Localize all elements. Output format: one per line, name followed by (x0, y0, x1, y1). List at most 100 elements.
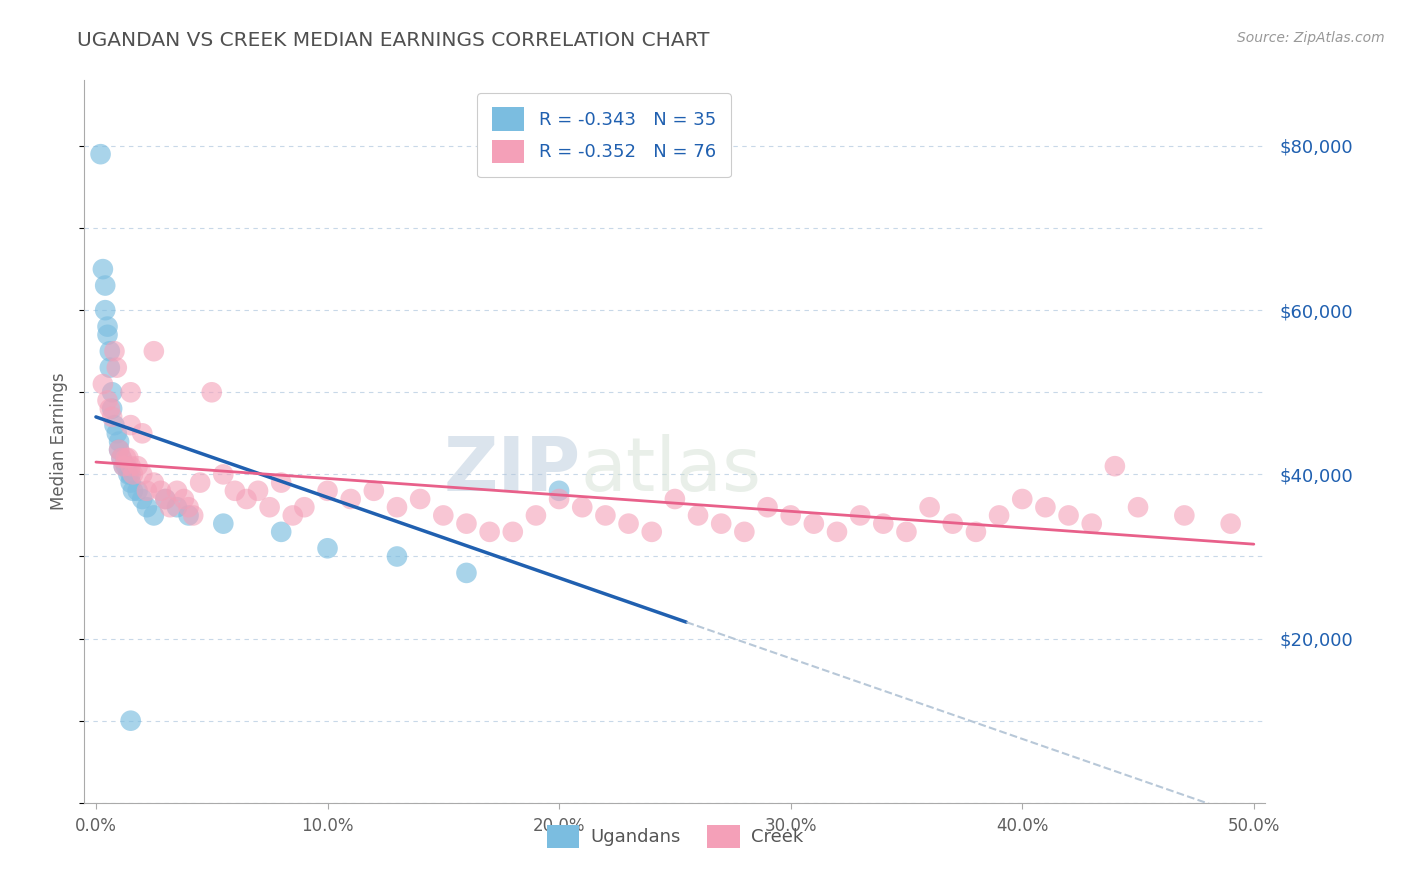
Point (247, 483, 270, 498)
Point (918, 500, 941, 515)
Point (1057, 508, 1080, 523)
Point (131, 426, 153, 441)
Point (103, 344, 125, 359)
Point (595, 508, 617, 523)
Point (571, 500, 593, 515)
Point (432, 508, 454, 523)
Point (316, 483, 339, 498)
Point (115, 450, 138, 465)
Point (105, 360, 128, 375)
Point (686, 508, 709, 523)
Point (281, 508, 304, 523)
Point (212, 467, 235, 482)
Point (181, 508, 204, 523)
Point (155, 491, 177, 506)
Point (135, 500, 157, 515)
Point (1104, 459, 1126, 474)
Point (127, 459, 149, 474)
Point (456, 566, 478, 580)
Text: ZIP: ZIP (443, 434, 581, 507)
Point (108, 434, 131, 449)
Point (385, 549, 408, 564)
Point (122, 467, 145, 482)
Point (849, 508, 872, 523)
Point (91, 377, 114, 392)
Point (872, 516, 894, 531)
Legend: Ugandans, Creek: Ugandans, Creek (540, 818, 810, 855)
Point (177, 500, 200, 515)
Point (177, 508, 200, 523)
Point (779, 508, 801, 523)
Point (96, 327, 118, 342)
Point (259, 500, 281, 515)
Point (112, 459, 135, 474)
Point (502, 524, 524, 539)
Point (110, 450, 132, 465)
Point (108, 442, 131, 457)
Point (942, 516, 965, 531)
Point (270, 524, 292, 539)
Point (159, 500, 181, 515)
Point (127, 483, 149, 498)
Point (1219, 516, 1241, 531)
Point (235, 491, 257, 506)
Point (131, 491, 153, 506)
Text: UGANDAN VS CREEK MEDIAN EARNINGS CORRELATION CHART: UGANDAN VS CREEK MEDIAN EARNINGS CORRELA… (77, 31, 710, 50)
Point (131, 467, 153, 482)
Point (339, 491, 361, 506)
Point (115, 459, 138, 474)
Point (524, 508, 547, 523)
Point (91, 262, 114, 277)
Point (166, 500, 188, 515)
Point (101, 401, 124, 416)
Point (1173, 508, 1195, 523)
Point (142, 475, 165, 490)
Point (1035, 500, 1057, 515)
Point (1126, 500, 1149, 515)
Text: Source: ZipAtlas.com: Source: ZipAtlas.com (1237, 31, 1385, 45)
Point (103, 418, 125, 433)
Point (120, 418, 142, 433)
Point (98, 344, 121, 359)
Point (101, 409, 124, 424)
Point (112, 459, 135, 474)
Point (803, 516, 825, 531)
Point (548, 491, 571, 506)
Point (988, 508, 1011, 523)
Point (120, 459, 142, 474)
Point (733, 524, 755, 539)
Point (120, 475, 142, 490)
Point (117, 467, 139, 482)
Point (212, 516, 235, 531)
Point (316, 541, 339, 556)
Point (166, 483, 188, 498)
Point (98, 401, 121, 416)
Point (385, 500, 408, 515)
Point (896, 524, 918, 539)
Text: atlas: atlas (581, 434, 762, 507)
Point (224, 483, 246, 498)
Point (90, 147, 112, 161)
Point (825, 524, 848, 539)
Point (292, 500, 315, 515)
Point (120, 714, 142, 728)
Point (188, 475, 211, 490)
Point (142, 344, 165, 359)
Point (101, 385, 124, 400)
Point (965, 524, 987, 539)
Point (548, 483, 571, 498)
Point (120, 385, 142, 400)
Point (756, 500, 779, 515)
Point (641, 524, 664, 539)
Point (710, 516, 733, 531)
Point (664, 491, 686, 506)
Point (270, 475, 292, 490)
Point (117, 450, 139, 465)
Point (120, 467, 142, 482)
Point (155, 491, 177, 506)
Point (617, 516, 640, 531)
Point (98, 360, 121, 375)
Point (173, 491, 195, 506)
Point (135, 483, 157, 498)
Point (1080, 516, 1102, 531)
